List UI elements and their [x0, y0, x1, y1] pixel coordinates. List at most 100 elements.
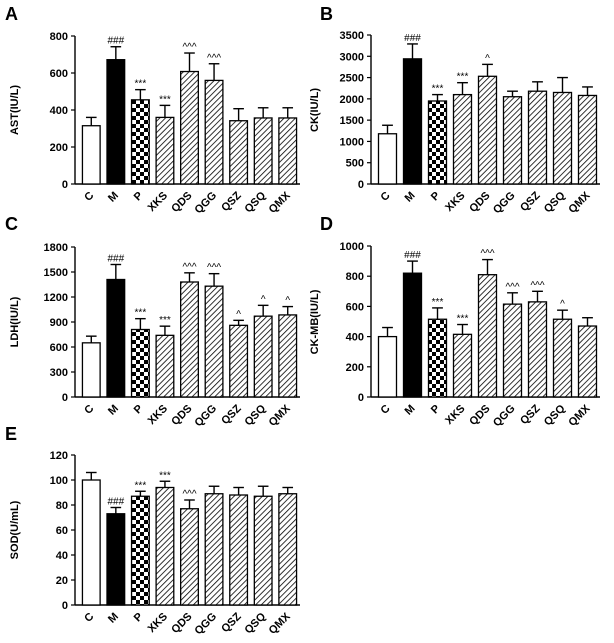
panel-d-bar — [502, 303, 523, 398]
panel-e-x-tick-label: M — [106, 611, 121, 626]
panel-a-x-tick-label: QSQ — [243, 189, 269, 215]
panel-a-y-tick-label: 400 — [50, 105, 68, 117]
panel-c-bar — [130, 328, 150, 398]
panel-c-x-tick-label: P — [132, 403, 146, 417]
panel-b-y-axis-label: CK(IU/L) — [309, 88, 321, 132]
panel-d-significance-mark: ^^^ — [505, 282, 519, 293]
panel-d-significance-mark: ^^^ — [480, 249, 494, 260]
panel-c-significance-mark: *** — [135, 308, 147, 319]
panel-b-bar — [552, 91, 573, 185]
panel-b-bar — [402, 58, 423, 185]
panel-a-x-tick-label: XKS — [146, 190, 170, 214]
panel-c-x-tick-label: XKS — [146, 403, 170, 427]
panel-e-bar — [278, 493, 298, 606]
panel-d-bar — [427, 318, 448, 398]
panel-e-significance-mark: *** — [159, 470, 171, 481]
panel-d-x-tick-label: QSZ — [518, 402, 543, 427]
panel-d-y-tick-label: 1000 — [340, 241, 364, 253]
panel-c-label: C — [5, 214, 18, 234]
panel-a-significance-mark: ^^^ — [207, 53, 221, 64]
panel-e-x-tick-label: XKS — [146, 611, 170, 635]
panel-b-x-tick-label: QMX — [566, 189, 593, 216]
panel-e-x-tick-label: P — [132, 611, 146, 625]
panel-e-y-tick-label: 120 — [50, 450, 68, 462]
panel-e-x-tick-label: QDS — [169, 611, 194, 636]
panel-e-bar — [180, 508, 199, 606]
panel-a-bar — [130, 99, 150, 185]
panel-d-bar — [477, 274, 498, 398]
panel-e-bar — [229, 494, 249, 606]
panel-a-bar — [229, 120, 249, 185]
panel-e-bar — [204, 493, 224, 606]
panel-c-significance-mark: ^ — [236, 309, 241, 320]
panel-a-bar — [180, 70, 199, 185]
panel-e-y-tick-label: 100 — [50, 475, 68, 487]
panel-d-y-tick-label: 200 — [346, 362, 364, 374]
panel-b-y-tick-label: 1500 — [340, 115, 364, 127]
panel-e-bar — [106, 513, 126, 606]
panel-e-x-tick-label: QGG — [193, 611, 220, 638]
panel-b-significance-mark: *** — [432, 84, 444, 95]
panel-a-label: A — [5, 4, 18, 24]
panel-d-bar — [402, 272, 423, 398]
panel-b-y-tick-label: 3000 — [340, 51, 364, 63]
panel-b-y-tick-label: 500 — [346, 158, 364, 170]
panel-c-significance-mark: ^ — [261, 294, 266, 305]
panel-e-x-tick-label: C — [82, 611, 96, 625]
panel-c-bar — [180, 281, 199, 398]
panel-a-x-tick-label: QSZ — [219, 189, 244, 214]
panel-b-bar — [427, 100, 448, 185]
panel-c-y-tick-label: 0 — [62, 392, 68, 404]
panel-c-y-axis-label: LDH(IU/L) — [9, 296, 21, 347]
panel-a-bar — [253, 117, 273, 185]
panel-e-significance-mark: ### — [107, 497, 124, 508]
panel-c-x-tick-label: QSZ — [219, 402, 244, 427]
panel-c-bar — [81, 342, 101, 398]
panel-e-bar — [81, 479, 101, 606]
panel-b-x-tick-label: M — [403, 190, 418, 205]
panel-b-x-tick-label: XKS — [443, 190, 467, 214]
panel-a-significance-mark: *** — [159, 94, 171, 105]
panel-b-label: B — [320, 4, 333, 24]
panel-d-significance-mark: ### — [404, 250, 421, 261]
panel-d-y-axis-label: CK-MB(IU/L) — [309, 289, 321, 354]
panel-e-y-tick-label: 80 — [56, 500, 68, 512]
panel-b-x-tick-label: QGG — [491, 190, 518, 217]
panel-d-y-tick-label: 600 — [346, 301, 364, 313]
panel-d-x-tick-label: QDS — [467, 403, 492, 428]
panel-b-significance-mark: ### — [404, 33, 421, 44]
panel-a-significance-mark: ### — [107, 36, 124, 47]
panel-e-y-tick-label: 0 — [62, 600, 68, 612]
panel-c-y-tick-label: 300 — [50, 367, 68, 379]
panel-d-bar — [577, 325, 598, 398]
panel-b-significance-mark: ^ — [485, 53, 490, 64]
panel-a-significance-mark: *** — [135, 79, 147, 90]
panel-b-bar — [527, 90, 548, 185]
panel-b-bar — [502, 96, 523, 185]
panel-c-y-tick-label: 1500 — [44, 267, 68, 279]
panel-e-y-tick-label: 40 — [56, 550, 68, 562]
panel-e-y-tick-label: 60 — [56, 525, 68, 537]
panel-d-significance-mark: *** — [432, 297, 444, 308]
panel-c-bar — [155, 334, 175, 398]
panel-b-y-tick-label: 3500 — [340, 30, 364, 42]
panel-b-y-tick-label: 2500 — [340, 73, 364, 85]
panel-c-x-tick-label: QSQ — [243, 402, 269, 428]
panel-d-y-tick-label: 0 — [358, 392, 364, 404]
panel-c-significance-mark: ^^^ — [207, 263, 221, 274]
panel-a-x-tick-label: QDS — [169, 190, 194, 215]
panel-c-bar — [106, 278, 126, 398]
panel-e-x-tick-label: QMX — [267, 610, 294, 637]
panel-a-y-axis-label: AST(IU/L) — [9, 85, 21, 135]
panel-e-x-tick-label: QSQ — [243, 610, 269, 636]
panel-c-x-tick-label: QGG — [193, 403, 220, 430]
panel-e-bar — [130, 495, 150, 606]
panel-a-significance-mark: ^^^ — [182, 42, 196, 53]
panel-c-bar — [204, 285, 224, 398]
panel-a-bar — [106, 59, 126, 185]
panel-e-label: E — [5, 424, 17, 444]
panel-e-y-tick-label: 20 — [56, 575, 68, 587]
panel-d-bar — [552, 318, 573, 398]
panel-c-x-tick-label: C — [82, 403, 96, 417]
panel-d-bar — [452, 333, 473, 398]
